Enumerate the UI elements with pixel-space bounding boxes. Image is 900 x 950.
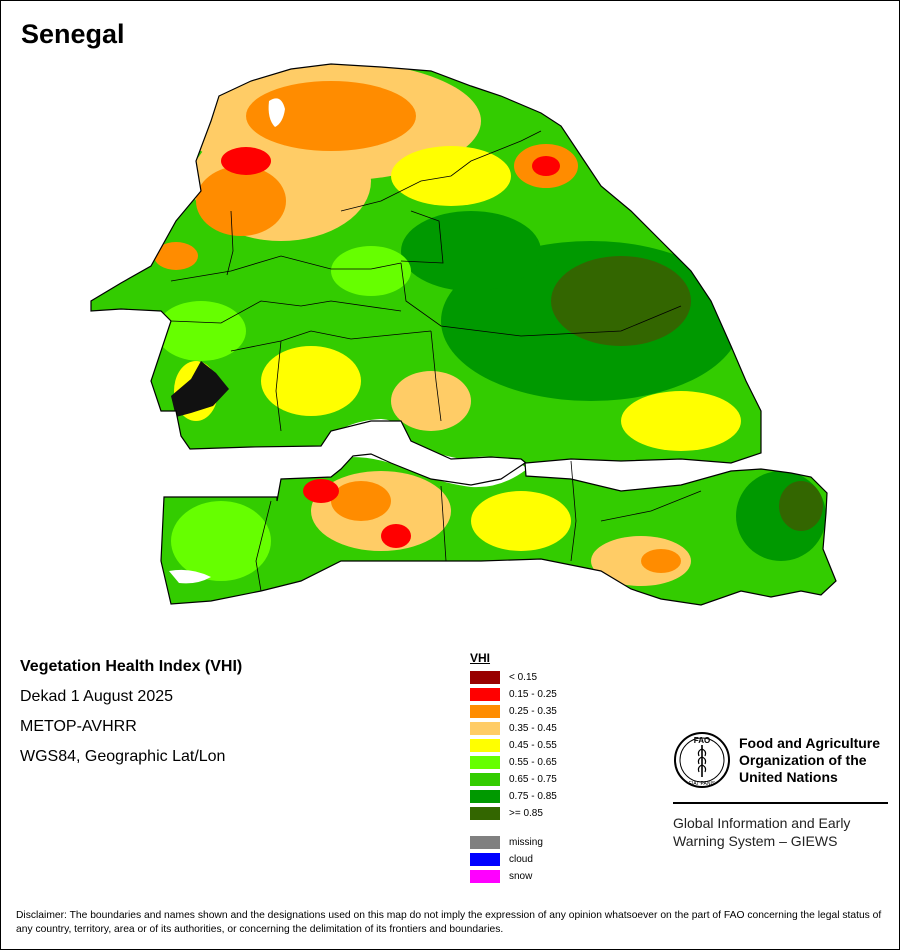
legend-swatch bbox=[470, 807, 500, 820]
admin-boundaries bbox=[170, 130, 702, 592]
legend-swatch bbox=[470, 671, 500, 684]
vhi-map bbox=[90, 63, 837, 606]
legend-label: missing bbox=[509, 837, 543, 848]
vhi-class-0.25-0.35-area bbox=[154, 242, 198, 270]
vhi-class-0.15-0.25-area bbox=[381, 524, 411, 548]
legend-item: 0.25 - 0.35 bbox=[470, 703, 557, 720]
legend-item-snow: snow bbox=[470, 868, 557, 885]
legend-item: 0.75 - 0.85 bbox=[470, 788, 557, 805]
legend-swatch bbox=[470, 790, 500, 803]
vhi-class-0.25-0.35-area bbox=[331, 481, 391, 521]
projection-label: WGS84, Geographic Lat/Lon bbox=[20, 748, 226, 765]
vhi-class-0.45-0.55-area bbox=[261, 346, 361, 416]
legend-item: 0.55 - 0.65 bbox=[470, 754, 557, 771]
vhi-legend: VHI < 0.15 0.15 - 0.25 0.25 - 0.35 0.35 … bbox=[470, 651, 557, 885]
legend-item-missing: missing bbox=[470, 834, 557, 851]
legend-swatch bbox=[470, 688, 500, 701]
legend-label: 0.35 - 0.45 bbox=[509, 723, 557, 734]
legend-swatch bbox=[470, 773, 500, 786]
legend-label: cloud bbox=[509, 854, 533, 865]
legend-title: VHI bbox=[470, 651, 491, 665]
vhi-class-0.15-0.25-area bbox=[532, 156, 560, 176]
vhi-class-0.55-0.65-area bbox=[171, 501, 271, 581]
disclaimer: Disclaimer: The boundaries and names sho… bbox=[16, 910, 882, 935]
casamance-river bbox=[169, 569, 211, 584]
legend-swatch bbox=[470, 836, 500, 849]
legend-label: 0.75 - 0.85 bbox=[509, 791, 557, 802]
legend-item: 0.65 - 0.75 bbox=[470, 771, 557, 788]
vhi-class-0.15-0.25-area bbox=[303, 479, 339, 503]
legend-label: 0.65 - 0.75 bbox=[509, 774, 557, 785]
lake-guiers bbox=[268, 98, 285, 127]
legend-item: < 0.15 bbox=[470, 669, 557, 686]
fao-name: Food and Agriculture Organization of the… bbox=[739, 735, 881, 785]
vhi-class-0.25-0.35-area bbox=[196, 166, 286, 236]
vhi-class-0.35-0.45-area bbox=[391, 371, 471, 431]
legend-swatch bbox=[470, 722, 500, 735]
vhi-class-0.75-0.85-area bbox=[401, 211, 541, 291]
vhi-class-over-0.85-area bbox=[551, 256, 691, 346]
vhi-class-over-0.85-area bbox=[779, 481, 823, 531]
senegal-north-outline bbox=[90, 63, 762, 464]
legend-label: >= 0.85 bbox=[509, 808, 543, 819]
legend-item: 0.15 - 0.25 bbox=[470, 686, 557, 703]
sensor-label: METOP-AVHRR bbox=[20, 718, 137, 735]
legend-label: 0.55 - 0.65 bbox=[509, 757, 557, 768]
senegal-south-outline bbox=[160, 453, 837, 606]
vhi-class-0.25-0.35-area bbox=[246, 81, 416, 151]
legend-spacer bbox=[470, 822, 557, 834]
map-info: Vegetation Health Index (VHI) Dekad 1 Au… bbox=[20, 657, 242, 767]
fao-emblem-letters: FAO bbox=[694, 736, 710, 745]
fao-divider bbox=[673, 802, 888, 804]
legend-label: snow bbox=[509, 871, 533, 882]
legend-item: 0.45 - 0.55 bbox=[470, 737, 557, 754]
saloum-delta bbox=[171, 361, 229, 417]
period-label: Dekad 1 August 2025 bbox=[20, 688, 174, 705]
vhi-class-0.55-0.65-area bbox=[156, 301, 246, 361]
product-title: Vegetation Health Index (VHI) bbox=[20, 658, 243, 675]
giews-name: Global Information and Early Warning Sys… bbox=[673, 815, 851, 849]
map-title: Senegal bbox=[21, 19, 125, 49]
vhi-class-0.45-0.55-area bbox=[621, 391, 741, 451]
legend-label: < 0.15 bbox=[509, 672, 538, 683]
legend-label: 0.25 - 0.35 bbox=[509, 706, 557, 717]
legend-swatch bbox=[470, 870, 500, 883]
fao-emblem-motto: FIAT PANIS bbox=[689, 781, 716, 787]
legend-item: >= 0.85 bbox=[470, 805, 557, 822]
legend-swatch bbox=[470, 739, 500, 752]
legend-swatch bbox=[470, 756, 500, 769]
legend-label: 0.15 - 0.25 bbox=[509, 689, 557, 700]
vhi-class-0.55-0.65-area bbox=[331, 246, 411, 296]
vhi-class-0.25-0.35-area bbox=[641, 549, 681, 573]
vhi-raster bbox=[91, 64, 836, 605]
vhi-class-0.15-0.25-area bbox=[221, 147, 271, 175]
legend-swatch bbox=[470, 705, 500, 718]
legend-swatch bbox=[470, 853, 500, 866]
legend-item-cloud: cloud bbox=[470, 851, 557, 868]
legend-item: 0.35 - 0.45 bbox=[470, 720, 557, 737]
vhi-class-0.45-0.55-area bbox=[471, 491, 571, 551]
fao-emblem-icon: FAO FIAT PANIS bbox=[674, 732, 730, 788]
legend-label: 0.45 - 0.55 bbox=[509, 740, 557, 751]
